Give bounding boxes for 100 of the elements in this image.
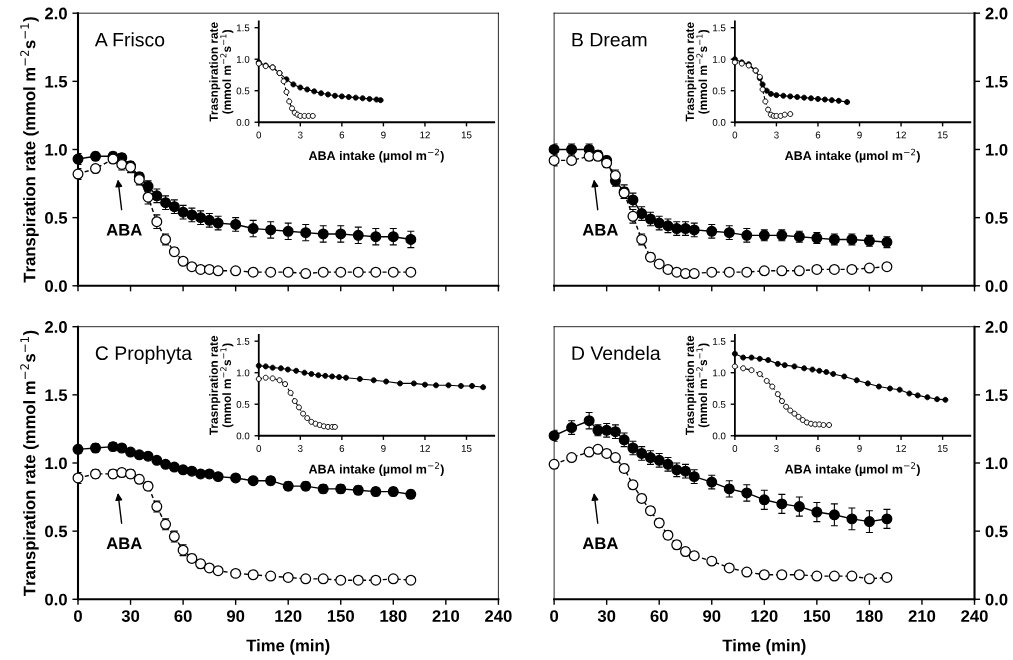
y-tick-label: 1.0 <box>713 369 726 377</box>
point <box>846 570 858 582</box>
point <box>548 458 560 470</box>
x-tick-label: 15 <box>937 131 948 139</box>
y-tick-label: 1.5 <box>985 389 1008 402</box>
point <box>370 574 382 586</box>
point <box>811 263 823 275</box>
point <box>230 567 242 579</box>
point <box>247 475 259 487</box>
point <box>741 566 753 578</box>
x-tick-label: 0 <box>256 131 262 139</box>
point <box>828 509 840 521</box>
y-tick-label: 0.5 <box>45 212 68 224</box>
x-axis-title: ABA intake (µmol m$^{−2}$) <box>784 462 920 477</box>
point <box>548 154 560 166</box>
point <box>116 442 128 454</box>
x-tick-label: 180 <box>856 610 883 622</box>
point <box>653 258 665 270</box>
y-tick-label: 1.5 <box>713 24 726 32</box>
text: C Prophyta <box>95 345 193 364</box>
y-tick-label: 1.0 <box>985 457 1008 470</box>
x-tick-label: 60 <box>650 610 668 622</box>
x-tick-label: 12 <box>896 445 906 452</box>
point <box>776 498 788 510</box>
point <box>706 555 718 567</box>
y-tick-label: 1.5 <box>45 389 68 402</box>
point <box>203 263 215 275</box>
x-tick-label: 0 <box>256 445 262 452</box>
y-tick-label: 0.0 <box>985 593 1008 606</box>
point <box>72 472 84 484</box>
point <box>230 472 242 484</box>
y-tick-label: 0.5 <box>45 525 68 538</box>
y-tick-label: 0.5 <box>985 212 1008 224</box>
point <box>776 569 788 581</box>
y-axis-title: Trasnpiration rate (mmol m$^{−2}$s$^{−1}$) <box>685 22 710 122</box>
y-axis-title: Trasnpiration rate (mmol m$^{−2}$s$^{−1}$) <box>209 335 234 436</box>
x-axis-title: ABA intake (µmol m$^{−2}$) <box>308 148 444 163</box>
x-tick-label: 150 <box>327 610 354 622</box>
point <box>688 550 700 562</box>
point <box>177 464 189 476</box>
point <box>609 452 621 464</box>
point <box>186 261 198 273</box>
x-tick-label: 180 <box>380 610 407 622</box>
point <box>405 233 417 245</box>
point <box>387 231 399 243</box>
point <box>177 255 189 267</box>
x-tick-label: 90 <box>226 610 245 622</box>
point <box>387 573 399 585</box>
point <box>405 266 417 278</box>
x-tick-label: 30 <box>597 610 616 622</box>
y-tick-label: 2.0 <box>985 7 1008 20</box>
y-tick-label: 0.0 <box>45 280 67 292</box>
point <box>212 471 224 483</box>
x-tick-label: 15 <box>937 445 948 452</box>
point <box>265 570 277 582</box>
text: D Vendela <box>572 345 661 361</box>
x-tick-label: 3 <box>774 131 779 139</box>
point <box>212 565 224 577</box>
point <box>352 574 364 586</box>
point <box>265 266 277 278</box>
annotation: ABA <box>582 224 618 236</box>
point <box>151 454 163 466</box>
point <box>706 266 718 278</box>
y-axis-title: Transpiration rate (mmol m$^{−2}$s$^{−1}$) <box>20 17 39 283</box>
point <box>300 227 312 239</box>
annotation: ABA <box>106 537 142 550</box>
point <box>846 263 858 275</box>
y-tick-label: 0.5 <box>712 87 726 95</box>
point <box>317 266 329 278</box>
point <box>723 266 735 278</box>
y-tick-label: 1.5 <box>713 338 726 345</box>
x-tick-label: 15 <box>461 445 472 452</box>
point <box>247 266 259 278</box>
point <box>592 443 604 455</box>
point <box>609 169 621 181</box>
point <box>601 447 613 459</box>
point <box>300 573 312 585</box>
y-tick-label: 1.5 <box>236 24 250 32</box>
point <box>688 268 700 279</box>
point <box>168 461 180 473</box>
point <box>203 562 215 574</box>
point <box>72 443 84 455</box>
y-tick-label: 0.5 <box>236 87 250 95</box>
y-tick-label: 1.0 <box>236 55 250 63</box>
x-axis-title: ABA intake (µmol m$^{−2}$) <box>308 462 444 477</box>
point <box>723 562 735 574</box>
point <box>282 571 294 583</box>
point <box>548 144 560 155</box>
point <box>133 449 145 461</box>
point <box>679 268 691 279</box>
point <box>186 465 198 477</box>
x-tick-label: 60 <box>174 610 192 622</box>
x-tick-label: 0 <box>550 610 559 622</box>
point <box>881 571 893 583</box>
point <box>863 516 875 528</box>
point <box>662 263 674 275</box>
y-tick-label: 2.0 <box>45 321 67 333</box>
x-tick-label: 150 <box>804 610 831 622</box>
y-tick-label: 0.0 <box>236 118 250 126</box>
point <box>793 501 805 513</box>
